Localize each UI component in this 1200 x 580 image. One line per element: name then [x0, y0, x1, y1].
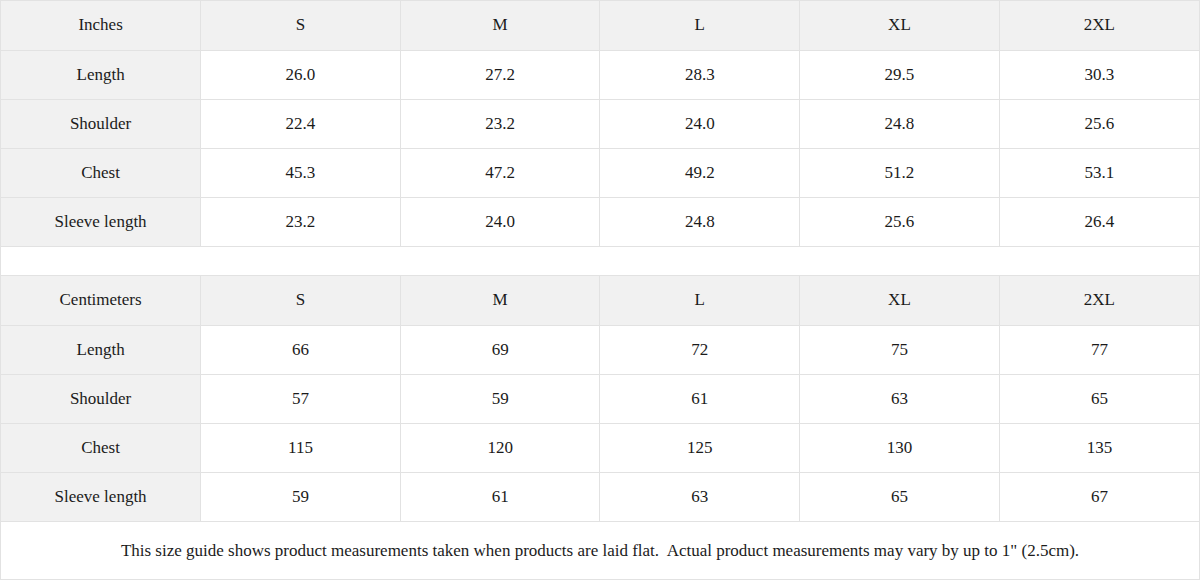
row-label-cell: Chest — [1, 423, 201, 472]
value-cell: 28.3 — [600, 50, 800, 99]
value-cell: 63 — [800, 374, 1000, 423]
value-cell: 23.2 — [400, 99, 600, 148]
row-label-cell: Shoulder — [1, 99, 201, 148]
size-header-cell-l: L — [600, 1, 800, 50]
value-cell: 61 — [400, 472, 600, 521]
table-row-length: Length 26.0 27.2 28.3 29.5 30.3 — [1, 50, 1199, 99]
table-row-sleeve-length: Sleeve length 23.2 24.0 24.8 25.6 26.4 — [1, 197, 1199, 246]
value-cell: 66 — [201, 325, 401, 374]
inches-size-table: Inches S M L XL 2XL Length 26.0 27.2 28.… — [1, 1, 1199, 246]
centimeters-unit-header-cell: Centimeters — [1, 276, 201, 325]
row-label-cell: Chest — [1, 148, 201, 197]
value-cell: 115 — [201, 423, 401, 472]
size-guide-disclaimer: This size guide shows product measuremen… — [1, 521, 1199, 579]
table-row-chest: Chest 45.3 47.2 49.2 51.2 53.1 — [1, 148, 1199, 197]
size-header-cell-xl: XL — [800, 1, 1000, 50]
value-cell: 57 — [201, 374, 401, 423]
value-cell: 51.2 — [800, 148, 1000, 197]
value-cell: 24.0 — [400, 197, 600, 246]
table-spacer — [1, 246, 1199, 276]
table-row-chest: Chest 115 120 125 130 135 — [1, 423, 1199, 472]
value-cell: 77 — [999, 325, 1199, 374]
value-cell: 29.5 — [800, 50, 1000, 99]
value-cell: 65 — [999, 374, 1199, 423]
value-cell: 47.2 — [400, 148, 600, 197]
inches-unit-header-cell: Inches — [1, 1, 201, 50]
table-row-length: Length 66 69 72 75 77 — [1, 325, 1199, 374]
size-header-cell-xl: XL — [800, 276, 1000, 325]
row-label-cell: Length — [1, 50, 201, 99]
value-cell: 130 — [800, 423, 1000, 472]
row-label-cell: Sleeve length — [1, 197, 201, 246]
row-label-cell: Sleeve length — [1, 472, 201, 521]
size-guide-panel: Inches S M L XL 2XL Length 26.0 27.2 28.… — [0, 0, 1200, 580]
size-header-cell-m: M — [400, 276, 600, 325]
row-label-cell: Length — [1, 325, 201, 374]
value-cell: 72 — [600, 325, 800, 374]
value-cell: 24.0 — [600, 99, 800, 148]
size-header-cell-s: S — [201, 1, 401, 50]
centimeters-header-row: Centimeters S M L XL 2XL — [1, 276, 1199, 325]
centimeters-size-table: Centimeters S M L XL 2XL Length 66 69 72… — [1, 276, 1199, 521]
size-header-cell-s: S — [201, 276, 401, 325]
value-cell: 69 — [400, 325, 600, 374]
size-header-cell-l: L — [600, 276, 800, 325]
value-cell: 23.2 — [201, 197, 401, 246]
table-row-shoulder: Shoulder 22.4 23.2 24.0 24.8 25.6 — [1, 99, 1199, 148]
value-cell: 75 — [800, 325, 1000, 374]
value-cell: 59 — [201, 472, 401, 521]
value-cell: 22.4 — [201, 99, 401, 148]
value-cell: 27.2 — [400, 50, 600, 99]
value-cell: 120 — [400, 423, 600, 472]
value-cell: 59 — [400, 374, 600, 423]
value-cell: 26.0 — [201, 50, 401, 99]
value-cell: 45.3 — [201, 148, 401, 197]
size-header-cell-2xl: 2XL — [999, 1, 1199, 50]
value-cell: 135 — [999, 423, 1199, 472]
table-row-shoulder: Shoulder 57 59 61 63 65 — [1, 374, 1199, 423]
value-cell: 125 — [600, 423, 800, 472]
size-header-cell-2xl: 2XL — [999, 276, 1199, 325]
inches-header-row: Inches S M L XL 2XL — [1, 1, 1199, 50]
table-row-sleeve-length: Sleeve length 59 61 63 65 67 — [1, 472, 1199, 521]
value-cell: 49.2 — [600, 148, 800, 197]
value-cell: 65 — [800, 472, 1000, 521]
value-cell: 53.1 — [999, 148, 1199, 197]
row-label-cell: Shoulder — [1, 374, 201, 423]
value-cell: 25.6 — [999, 99, 1199, 148]
size-header-cell-m: M — [400, 1, 600, 50]
value-cell: 24.8 — [800, 99, 1000, 148]
value-cell: 67 — [999, 472, 1199, 521]
value-cell: 24.8 — [600, 197, 800, 246]
value-cell: 25.6 — [800, 197, 1000, 246]
value-cell: 61 — [600, 374, 800, 423]
value-cell: 30.3 — [999, 50, 1199, 99]
value-cell: 26.4 — [999, 197, 1199, 246]
value-cell: 63 — [600, 472, 800, 521]
